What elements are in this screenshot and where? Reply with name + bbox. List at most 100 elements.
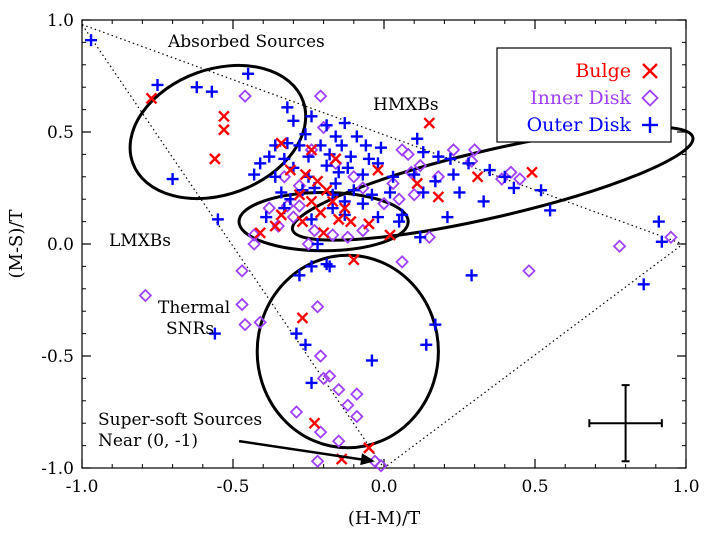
data-point-inner-disk xyxy=(247,237,261,251)
annotation-near: Near (0, -1) xyxy=(98,431,198,451)
data-point-bulge xyxy=(296,215,309,228)
data-point-bulge xyxy=(363,441,375,454)
y-tick-label: 1.0 xyxy=(47,11,74,31)
data-point-outer-disk xyxy=(465,269,478,282)
marker-stroke xyxy=(299,168,312,181)
region-ellipse-3 xyxy=(255,253,440,450)
x-axis-title: (H-M)/T xyxy=(348,508,420,529)
data-point-outer-disk xyxy=(338,195,351,208)
data-point-bulge xyxy=(275,137,288,150)
data-point-bulge xyxy=(305,144,318,156)
data-point-outer-disk xyxy=(462,157,475,170)
marker-stroke xyxy=(363,217,375,230)
data-point-inner-disk xyxy=(235,297,249,312)
data-point-outer-disk xyxy=(350,130,363,143)
data-point-outer-disk xyxy=(305,110,318,123)
data-point-outer-disk xyxy=(347,184,360,197)
data-point-inner-disk xyxy=(356,181,370,195)
y-tick-label: -1.0 xyxy=(41,459,74,479)
data-point-inner-disk xyxy=(277,170,292,184)
data-point-outer-disk xyxy=(453,186,466,199)
marker-stroke xyxy=(284,164,297,176)
marker-stroke xyxy=(209,153,221,165)
data-point-bulge xyxy=(332,213,345,226)
data-point-inner-disk xyxy=(401,147,415,162)
data-point-outer-disk xyxy=(441,211,454,224)
marker-stroke xyxy=(363,441,375,454)
data-point-inner-disk xyxy=(467,143,482,157)
marker-stroke xyxy=(254,226,267,239)
marker-stroke xyxy=(308,417,321,430)
marker-stroke xyxy=(372,164,384,176)
y-tick-label: -0.5 xyxy=(41,347,74,367)
data-point-outer-disk xyxy=(356,168,369,181)
data-point-inner-disk xyxy=(413,158,428,173)
data-point-outer-disk xyxy=(498,170,511,183)
data-point-inner-disk xyxy=(253,315,267,330)
marker-stroke xyxy=(471,170,484,183)
annotation-super-soft: Super-soft Sources xyxy=(98,410,262,430)
data-point-outer-disk xyxy=(305,260,318,273)
marker-stroke xyxy=(411,177,424,190)
data-point-bulge xyxy=(471,170,484,183)
data-point-inner-disk xyxy=(247,228,261,242)
data-point-outer-disk xyxy=(85,34,98,47)
data-point-outer-disk xyxy=(544,204,557,217)
data-point-inner-disk xyxy=(522,264,536,278)
data-point-outer-disk xyxy=(411,132,424,145)
annotation-snrs: SNRs xyxy=(166,319,214,339)
data-point-inner-disk xyxy=(350,409,364,424)
data-point-outer-disk xyxy=(323,148,336,161)
marker-stroke xyxy=(218,110,230,123)
marker-stroke xyxy=(218,123,230,136)
data-point-bulge xyxy=(308,417,321,430)
marker-stroke xyxy=(296,312,309,324)
data-point-inner-disk xyxy=(235,264,249,278)
data-point-outer-disk xyxy=(429,175,442,188)
data-point-outer-disk xyxy=(254,157,267,170)
marker-stroke xyxy=(293,188,306,201)
super-soft-arrow xyxy=(238,439,375,466)
data-point-inner-disk xyxy=(395,143,409,157)
data-point-inner-disk xyxy=(407,187,421,202)
data-point-inner-disk xyxy=(392,192,406,206)
data-point-bulge xyxy=(209,153,221,165)
data-point-outer-disk xyxy=(299,128,312,141)
marker-stroke xyxy=(335,453,348,465)
data-point-outer-disk xyxy=(305,213,318,226)
data-point-bulge xyxy=(299,168,312,181)
marker-stroke xyxy=(317,226,330,239)
data-point-inner-disk xyxy=(331,382,346,397)
data-point-outer-disk xyxy=(359,139,372,152)
data-point-outer-disk xyxy=(408,168,421,181)
data-point-outer-disk xyxy=(444,152,457,165)
data-point-inner-disk xyxy=(304,143,319,157)
region-ellipse-2 xyxy=(237,191,410,253)
data-point-outer-disk xyxy=(263,150,276,163)
data-point-outer-disk xyxy=(344,150,357,163)
data-point-outer-disk xyxy=(420,338,433,351)
data-point-outer-disk xyxy=(287,114,300,127)
data-point-inner-disk xyxy=(374,458,388,473)
annotation-hmxbs: HMXBs xyxy=(373,95,439,115)
region-ellipse-1 xyxy=(290,125,695,242)
x-tick-label: 1.0 xyxy=(672,477,699,497)
marker-stroke xyxy=(305,195,318,208)
region-ellipse-0 xyxy=(128,63,308,201)
data-point-inner-disk xyxy=(310,454,325,469)
data-point-bulge xyxy=(293,188,306,201)
marker-stroke xyxy=(305,144,318,156)
marker-stroke xyxy=(347,253,360,266)
data-point-outer-disk xyxy=(248,168,261,181)
data-point-outer-disk xyxy=(341,161,354,174)
data-point-outer-disk xyxy=(329,130,342,143)
error-bar xyxy=(588,384,663,463)
data-point-bulge xyxy=(314,206,327,219)
marker-stroke xyxy=(314,206,327,219)
data-point-bulge xyxy=(344,215,357,228)
data-point-inner-disk xyxy=(292,199,307,213)
data-point-bulge xyxy=(372,164,384,176)
marker-stroke xyxy=(296,215,309,228)
data-point-bulge xyxy=(384,229,396,241)
marker-stroke xyxy=(320,184,333,197)
